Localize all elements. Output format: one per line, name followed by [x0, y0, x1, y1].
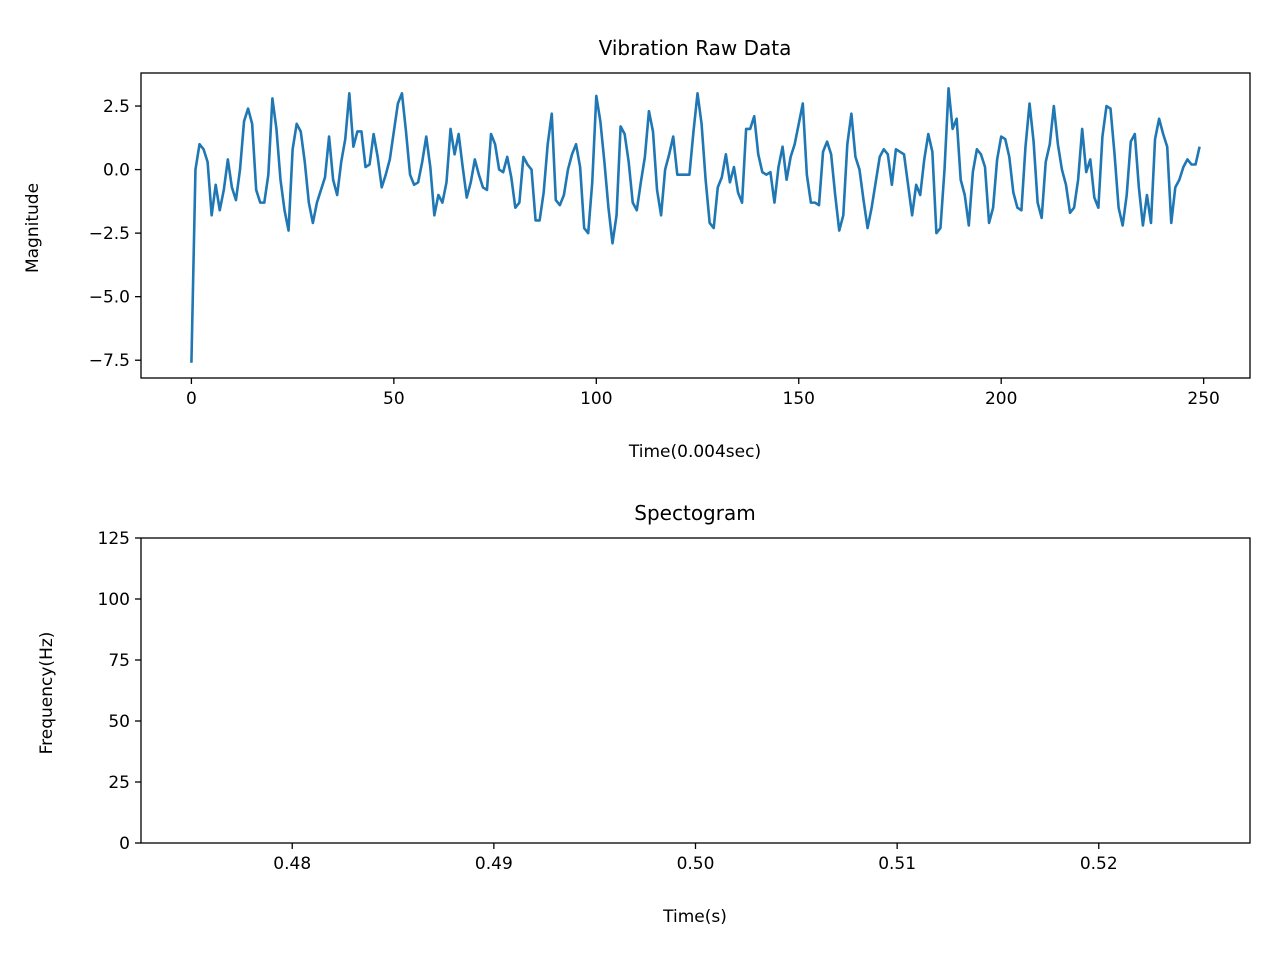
x-tick-label: 150: [783, 389, 815, 409]
spectrogram-chart: Spectogram 0.48 0.49 0.50 0.51 0.52 0 25 50 75 1…: [37, 501, 1251, 927]
x-axis-label: Time(0.004sec): [628, 442, 761, 462]
x-tick-label: 50: [383, 389, 405, 409]
y-tick-label: 0.0: [103, 161, 130, 181]
x-tick-label: 250: [1187, 389, 1219, 409]
y-tick-label: −2.5: [89, 224, 130, 244]
x-tick-label: 0.48: [273, 854, 311, 874]
x-tick-label: 0.49: [475, 854, 513, 874]
x-tick-label: 100: [580, 389, 612, 409]
x-tick-label: 0: [186, 389, 197, 409]
y-tick-label: −7.5: [89, 351, 130, 371]
x-tick-label: 0.50: [677, 854, 715, 874]
x-tick-label: 0.52: [1080, 854, 1118, 874]
y-tick-label: 25: [108, 773, 130, 793]
series-line: [190, 86, 1201, 363]
plot-frame: [140, 72, 1251, 379]
x-tick-label: 0.51: [878, 854, 916, 874]
x-axis-label: Time(s): [662, 907, 727, 927]
y-axis-label: Magnitude: [23, 183, 43, 273]
x-tick-label: 200: [985, 389, 1017, 409]
vibration-raw-data-chart: Vibration Raw Data 0 50 100 150 200 250 2.5 0.…: [23, 36, 1251, 462]
y-tick-label: 100: [98, 590, 130, 610]
y-tick-label: 0: [119, 834, 130, 854]
chart-title: Vibration Raw Data: [599, 36, 792, 60]
y-tick-label: 125: [98, 529, 130, 549]
plot-area: [140, 537, 1251, 844]
y-tick-label: −5.0: [89, 288, 130, 308]
y-axis-label: Frequency(Hz): [37, 632, 57, 755]
y-tick-label: 2.5: [103, 97, 130, 117]
y-tick-label: 50: [108, 712, 130, 732]
y-tick-label: 75: [108, 651, 130, 671]
chart-title: Spectogram: [634, 501, 755, 525]
